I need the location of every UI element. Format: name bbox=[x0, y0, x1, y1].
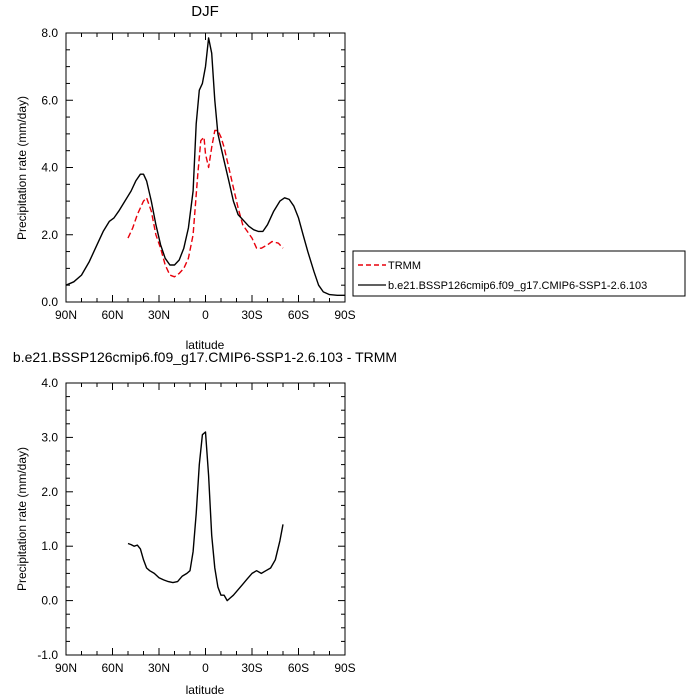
bottom-x-tick-label: 60N bbox=[101, 661, 123, 675]
top-x-tick-label: 90N bbox=[55, 308, 77, 322]
bottom-y-tick-label: 0.0 bbox=[41, 594, 58, 608]
legend-label-trmm: TRMM bbox=[388, 260, 421, 272]
top-panel: DJF 90N 60N 30N 0 30S 60S 90S 0.0 2.0 4.0 6.0 8.0 P… bbox=[15, 3, 356, 352]
top-x-tick-label: 60N bbox=[101, 308, 123, 322]
bottom-x-tick-label: 30S bbox=[241, 661, 262, 675]
top-panel-ylabel: Precipitation rate (mm/day) bbox=[15, 96, 29, 240]
top-y-tick-label: 6.0 bbox=[41, 93, 58, 107]
top-panel-title: DJF bbox=[191, 3, 219, 20]
legend-label-model: b.e21.BSSP126cmip6.f09_g17.CMIP6-SSP1-2.… bbox=[388, 280, 647, 292]
top-y-tick-label: 2.0 bbox=[41, 228, 58, 242]
bottom-series-line-0 bbox=[127, 431, 284, 602]
top-x-tick-label: 60S bbox=[288, 308, 309, 322]
top-x-tick-label: 30N bbox=[148, 308, 170, 322]
top-x-tick-label: 0 bbox=[202, 308, 209, 322]
bottom-panel-title: b.e21.BSSP126cmip6.f09_g17.CMIP6-SSP1-2.… bbox=[13, 349, 397, 365]
top-x-tick-label: 30S bbox=[241, 308, 262, 322]
bottom-y-tick-label: 2.0 bbox=[41, 485, 58, 499]
top-plot-frame bbox=[65, 32, 346, 303]
top-x-tick-label: 90S bbox=[334, 308, 355, 322]
bottom-y-tick-label: 4.0 bbox=[41, 376, 58, 390]
bottom-x-tick-label: 30N bbox=[148, 661, 170, 675]
bottom-y-tick-label: 1.0 bbox=[41, 539, 58, 553]
bottom-panel: b.e21.BSSP126cmip6.f09_g17.CMIP6-SSP1-2.… bbox=[13, 349, 397, 697]
bottom-panel-xlabel: latitude bbox=[186, 683, 225, 697]
bottom-plot-frame bbox=[65, 382, 346, 656]
top-y-tick-label: 4.0 bbox=[41, 161, 58, 175]
legend-box bbox=[352, 250, 686, 297]
bottom-plot-area: 90N 60N 30N 0 30S 60S 90S -1.0 0.0 1.0 2.0 3.0 4.0 bbox=[37, 376, 355, 675]
bottom-y-tick-label: -1.0 bbox=[37, 648, 58, 662]
bottom-x-tick-label: 90N bbox=[55, 661, 77, 675]
bottom-y-tick-label: 3.0 bbox=[41, 430, 58, 444]
bottom-x-tick-label: 90S bbox=[334, 661, 355, 675]
top-series-line-1 bbox=[65, 37, 345, 296]
top-series-line-0 bbox=[127, 129, 284, 278]
bottom-x-tick-label: 60S bbox=[288, 661, 309, 675]
bottom-x-tick-label: 0 bbox=[202, 661, 209, 675]
bottom-panel-ylabel: Precipitation rate (mm/day) bbox=[15, 447, 29, 591]
top-panel-xlabel: latitude bbox=[186, 338, 225, 352]
top-y-tick-label: 8.0 bbox=[41, 26, 58, 40]
top-y-tick-label: 0.0 bbox=[41, 295, 58, 309]
legend: TRMM b.e21.BSSP126cmip6.f09_g17.CMIP6-SS… bbox=[352, 250, 686, 297]
top-plot-area: 90N 60N 30N 0 30S 60S 90S 0.0 2.0 4.0 6.0 8.0 bbox=[41, 26, 355, 322]
